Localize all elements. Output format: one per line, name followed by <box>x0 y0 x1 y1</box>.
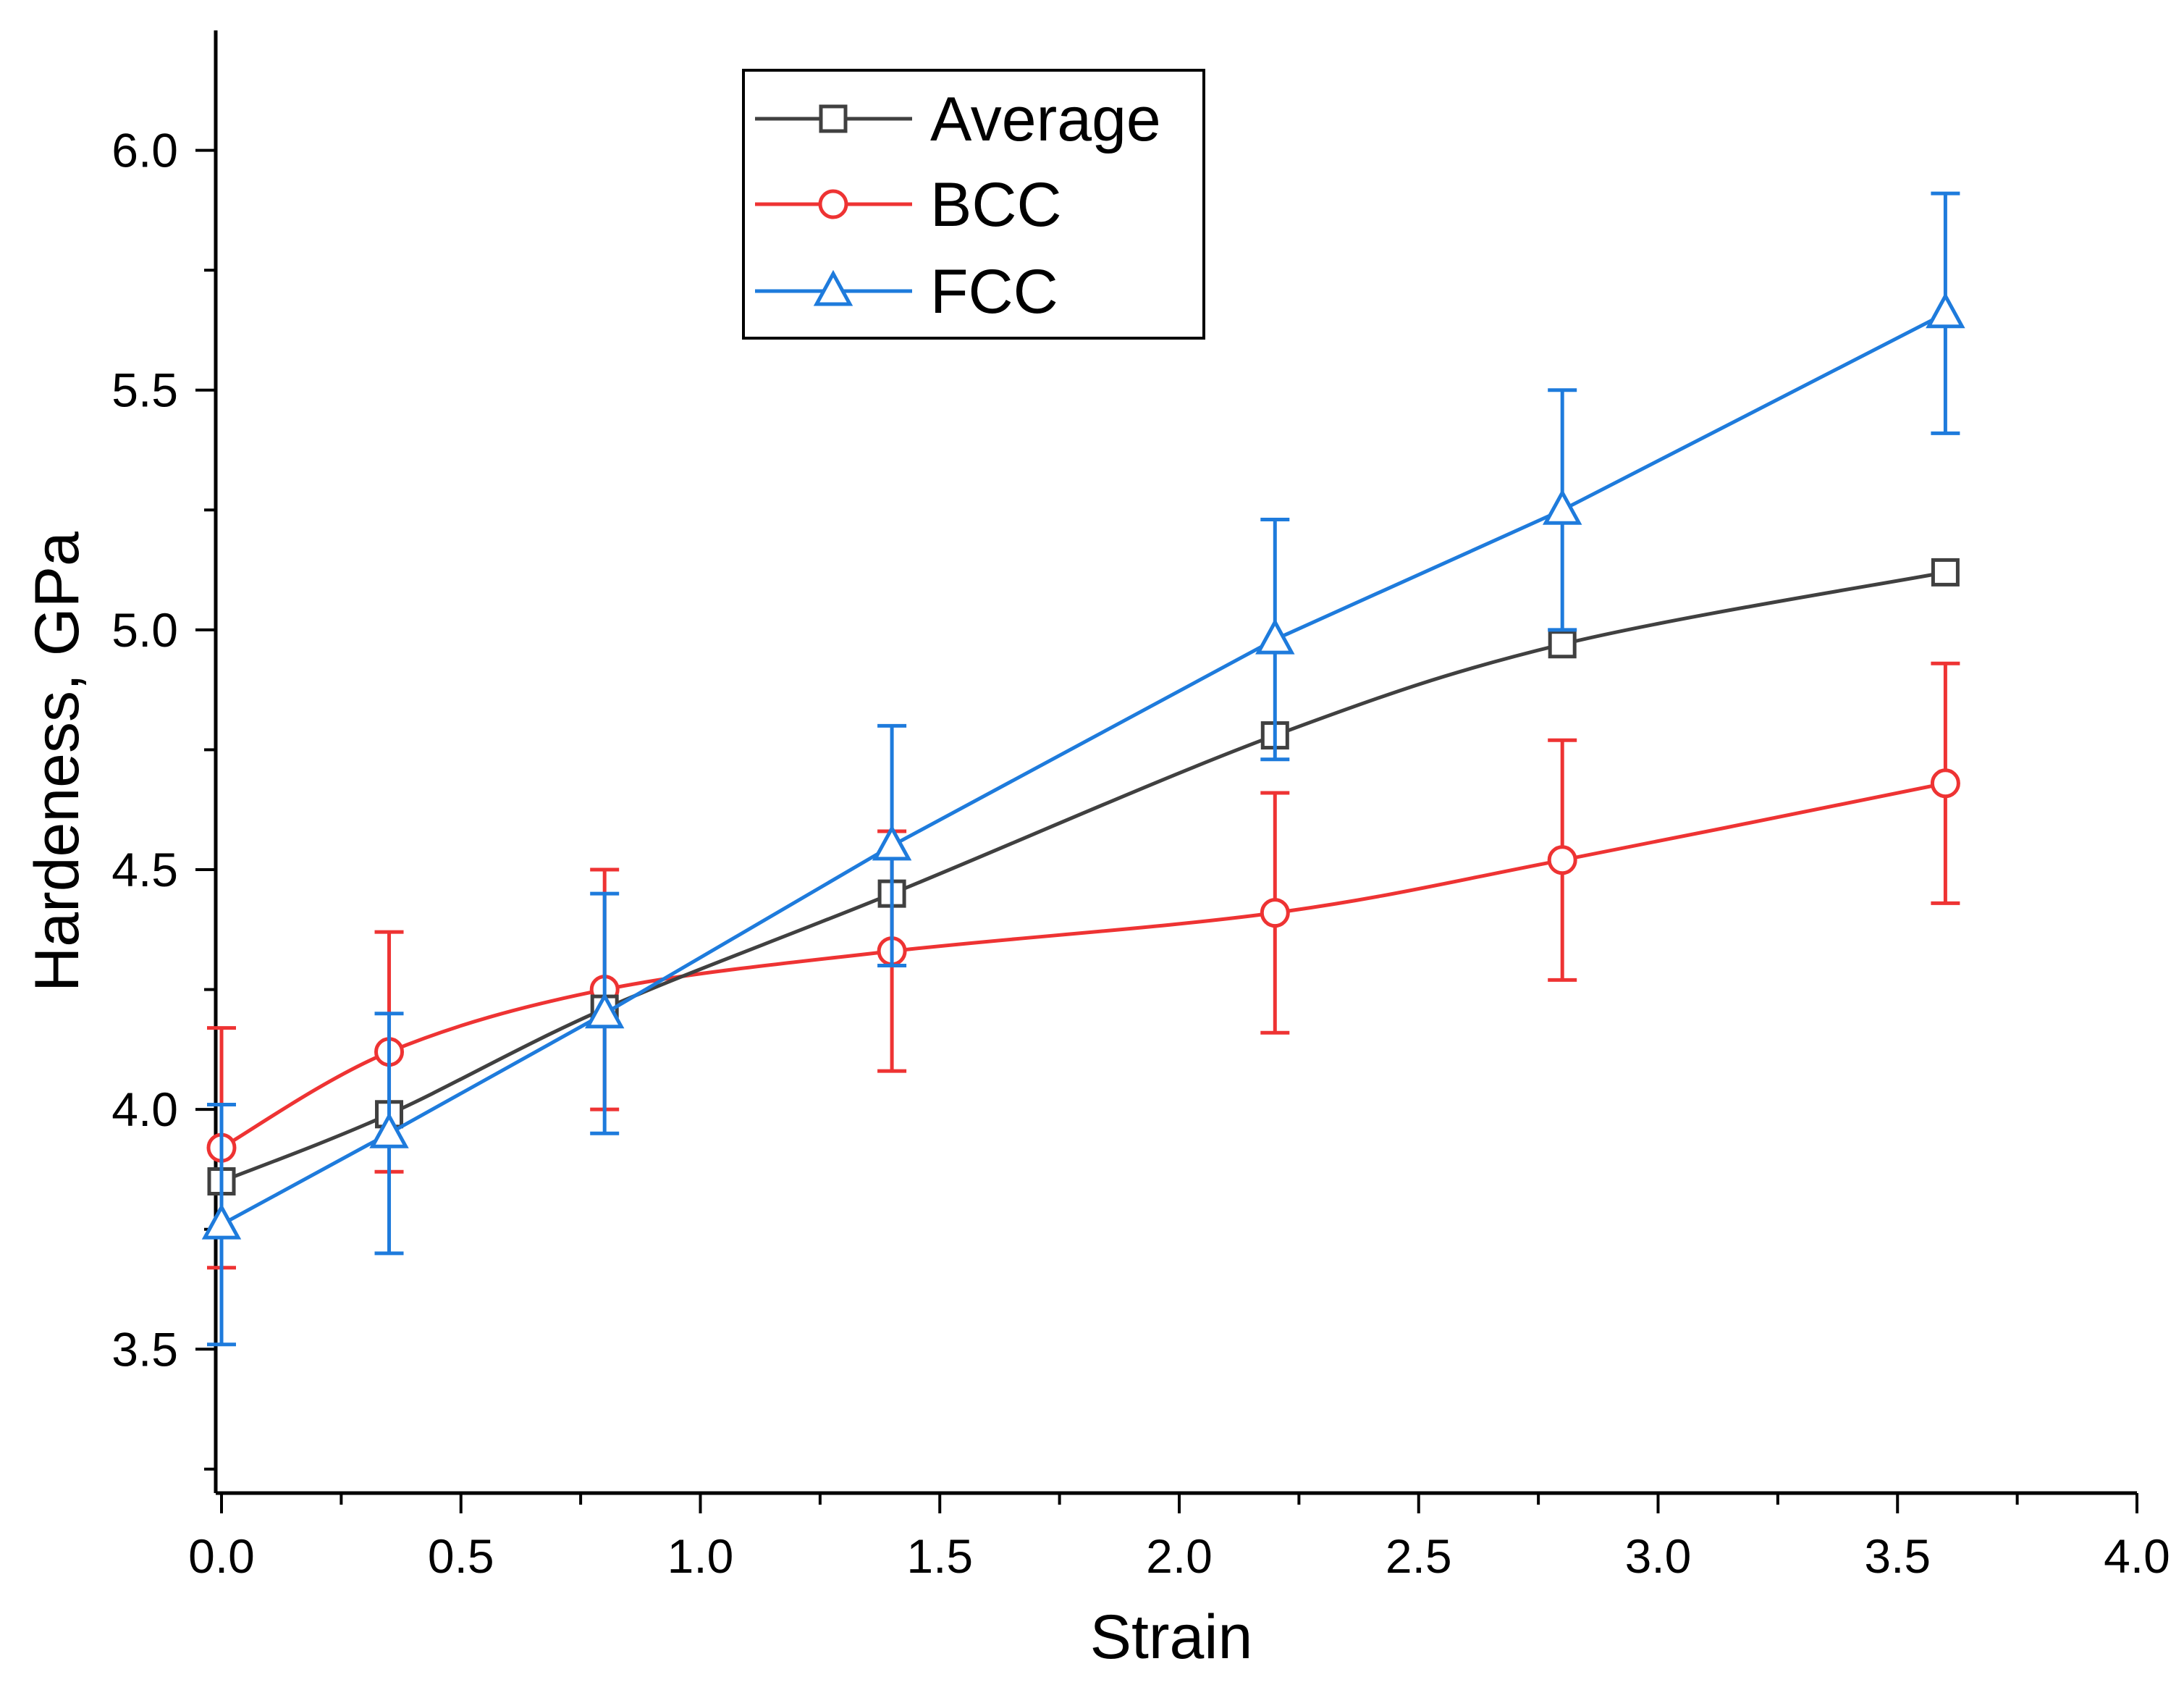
x-tick-label: 1.0 <box>667 1529 734 1583</box>
x-ticks: 0.0 0.5 1.0 1.5 2.0 2.5 3.0 3.5 4.0 <box>188 1493 2170 1583</box>
data-point-fcc <box>872 824 912 861</box>
x-tick-label: 3.5 <box>1864 1529 1931 1583</box>
data-point-bcc <box>1547 845 1577 875</box>
data-point-fcc <box>584 992 625 1029</box>
y-axis-title: Hardeness, GPa <box>22 531 92 992</box>
data-point-fcc <box>369 1112 409 1148</box>
legend-label-bcc: BCC <box>930 170 1062 240</box>
legend: Average BCC FCC <box>742 69 1205 340</box>
legend-marker-fcc <box>813 269 853 306</box>
y-tick-label: 4.0 <box>111 1083 178 1136</box>
data-point-bcc <box>1930 768 1960 799</box>
legend-entry-bcc: BCC <box>755 170 1062 240</box>
axes: 0.0 0.5 1.0 1.5 2.0 2.5 3.0 3.5 4.0 3.5 4.0 4.5 5.0… <box>111 30 2170 1583</box>
x-tick-label: 2.5 <box>1386 1529 1452 1583</box>
data-point-average <box>1931 558 1960 587</box>
series-line-average <box>221 570 1946 1183</box>
series-bcc <box>206 661 1960 1270</box>
y-tick-label: 3.5 <box>111 1322 178 1376</box>
y-tick-label: 4.5 <box>111 843 178 896</box>
y-ticks: 3.5 4.0 4.5 5.0 5.5 6.0 <box>111 124 216 1471</box>
data-point-bcc <box>1260 898 1290 928</box>
data-point-average <box>1548 630 1577 659</box>
x-tick-label: 4.0 <box>2104 1529 2170 1583</box>
y-tick-label: 5.5 <box>111 363 178 417</box>
y-tick-label: 5.0 <box>111 603 178 657</box>
y-tick-label: 6.0 <box>111 124 178 177</box>
legend-label-fcc: FCC <box>930 257 1058 327</box>
x-axis-title: Strain <box>1090 1602 1253 1672</box>
series-fcc <box>201 191 1965 1347</box>
data-point-fcc <box>1926 292 1965 329</box>
x-tick-label: 1.5 <box>906 1529 973 1583</box>
x-tick-label: 3.0 <box>1625 1529 1692 1583</box>
legend-entry-fcc: FCC <box>755 257 1058 327</box>
x-tick-label: 2.0 <box>1146 1529 1213 1583</box>
series-line-fcc <box>220 311 1947 1227</box>
legend-entry-average: Average <box>755 85 1161 154</box>
data-point-fcc <box>201 1203 242 1240</box>
series-layer <box>201 191 1965 1347</box>
series-line-bcc <box>220 781 1946 1150</box>
data-point-fcc <box>1255 618 1295 655</box>
x-tick-label: 0.0 <box>188 1529 255 1583</box>
legend-label-average: Average <box>930 85 1161 154</box>
series-average <box>207 558 1960 1196</box>
data-point-fcc <box>1542 489 1582 525</box>
legend-marker-bcc <box>818 189 848 219</box>
x-tick-label: 0.5 <box>428 1529 494 1583</box>
legend-marker-average <box>819 104 848 133</box>
